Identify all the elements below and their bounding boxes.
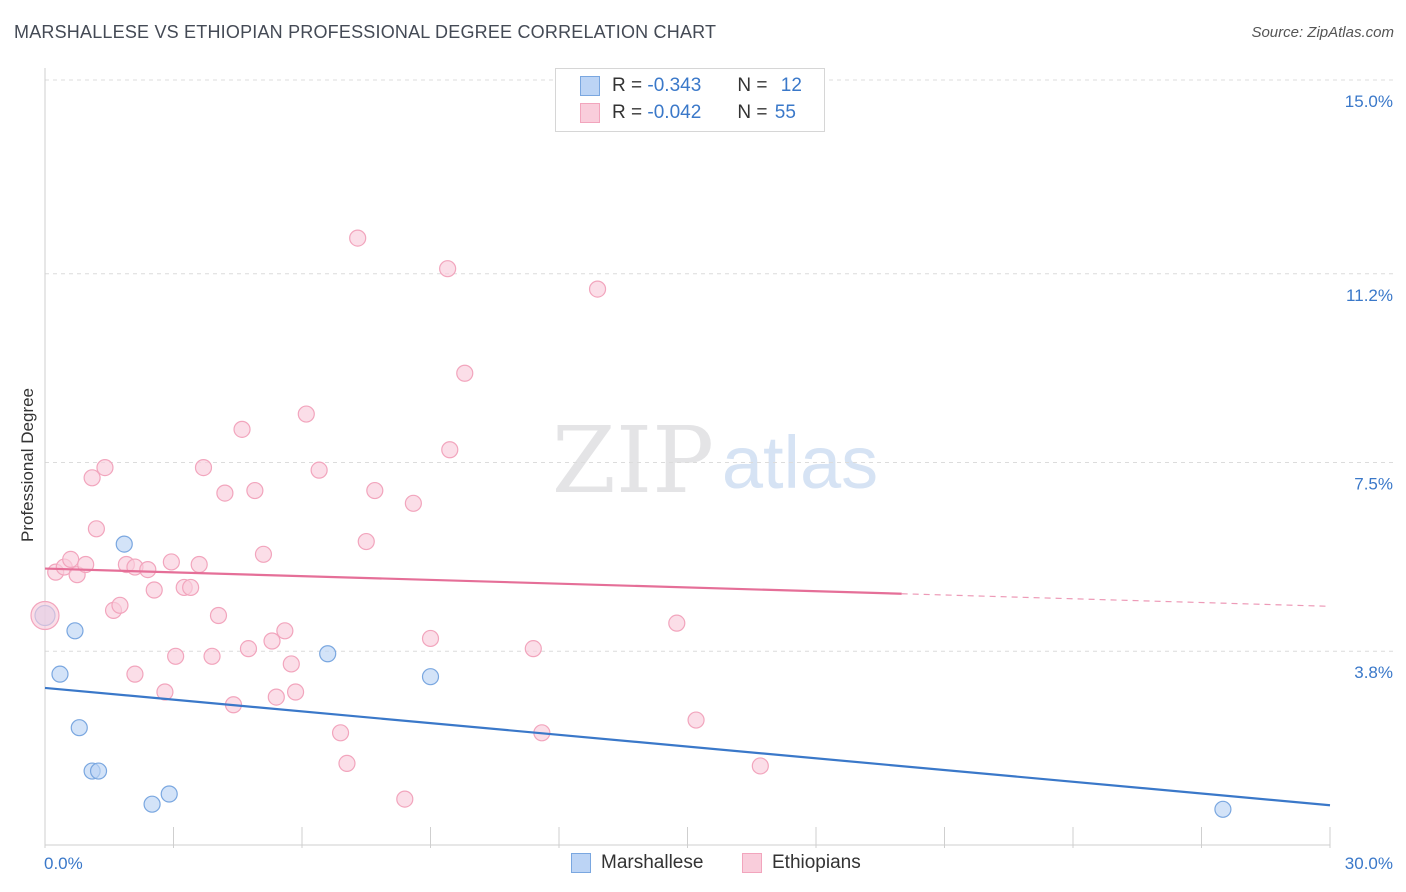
ethiopians-point <box>216 484 234 502</box>
marshallese-point <box>143 795 161 813</box>
ethiopians-point <box>456 364 474 382</box>
marshallese-swatch <box>580 76 600 96</box>
ethiopians-legend-label: Ethiopians <box>772 852 861 873</box>
marshallese-point <box>160 785 178 803</box>
marshallese-r-value: -0.343 <box>647 75 702 96</box>
y-tick-label: 3.8% <box>1354 663 1393 682</box>
bottom-legend-ethiopians: Ethiopians <box>742 852 861 874</box>
marshallese-point <box>115 535 133 553</box>
marshallese-point <box>66 622 84 640</box>
marshallese-legend-label: Marshallese <box>601 852 704 873</box>
legend-row-ethiopians: R = -0.042 N = 55 <box>580 101 796 125</box>
ethiopians-point <box>524 640 542 658</box>
y-tick-label: 11.2% <box>1346 286 1393 305</box>
marshallese-n-value: 12 <box>780 75 802 96</box>
ethiopians-point <box>182 578 200 597</box>
ethiopians-point <box>167 647 185 665</box>
ethiopians-point <box>87 520 106 538</box>
r-label: R = <box>612 102 643 123</box>
ethiopians-point <box>396 790 414 808</box>
ethiopians-point <box>282 655 300 673</box>
x-tick-label-max: 30.0% <box>1345 854 1393 873</box>
marshallese-legend-swatch <box>571 853 591 873</box>
ethiopians-point <box>62 550 80 569</box>
marshallese-point <box>51 665 69 683</box>
marshallese-point <box>1214 800 1232 818</box>
ethiopians-point <box>668 614 686 632</box>
ethiopians-point <box>194 459 213 477</box>
ethiopians-point <box>276 622 294 640</box>
ethiopians-point <box>338 754 356 773</box>
ethiopians-point <box>156 683 174 701</box>
marshallese-point <box>70 719 88 737</box>
ethiopians-legend-swatch <box>742 853 762 873</box>
ethiopians-point <box>366 481 384 500</box>
marshallese-point <box>89 762 108 780</box>
ethiopians-point <box>357 532 375 551</box>
source-label: Source: ZipAtlas.com <box>1251 24 1394 41</box>
ethiopians-n-value: 55 <box>774 102 796 123</box>
ethiopians-point <box>239 640 258 658</box>
ethiopians-point <box>286 683 305 701</box>
y-tick-label: 15.0% <box>1345 92 1393 111</box>
ethiopians-point <box>331 724 350 742</box>
ethiopians-point <box>297 405 315 423</box>
ethiopians-point <box>441 441 459 459</box>
ethiopians-point <box>349 229 367 247</box>
r-label: R = <box>612 75 643 96</box>
bottom-legend-marshallese: Marshallese <box>571 852 703 874</box>
ethiopians-point <box>687 711 705 729</box>
ethiopians-point <box>246 481 264 500</box>
ethiopians-point <box>588 280 607 298</box>
legend-row-marshallese: R = -0.343 N = 12 <box>580 74 802 98</box>
ethiopians-point <box>751 757 769 775</box>
ethiopians-point <box>83 469 101 487</box>
n-label: N = <box>737 102 768 123</box>
ethiopians-point <box>233 420 251 438</box>
ethiopians-point <box>145 581 163 599</box>
marshallese-trend-line <box>44 686 1331 807</box>
ethiopians-point <box>421 629 440 648</box>
ethiopians-point <box>190 555 208 574</box>
stats-legend: R = -0.343 N = 12 R = -0.042 N = 55 <box>555 68 825 132</box>
ethiopians-point <box>439 260 457 278</box>
watermark-zip: ZIP <box>552 407 714 514</box>
ethiopians-point <box>96 459 114 477</box>
ethiopians-point <box>254 545 273 563</box>
ethiopians-point <box>126 665 144 683</box>
ethiopians-trend-line <box>44 567 902 595</box>
ethiopians-point <box>404 494 422 512</box>
ethiopians-point <box>310 461 328 479</box>
marshallese-point <box>421 668 440 686</box>
ethiopians-point <box>77 555 95 574</box>
n-label: N = <box>737 75 768 96</box>
ethiopians-point <box>203 647 221 665</box>
ethiopians-trend-extension <box>901 593 1331 607</box>
ethiopians-point <box>162 553 180 571</box>
ethiopians-point <box>209 606 228 625</box>
ethiopians-point <box>263 632 281 650</box>
ethiopians-point <box>30 600 60 631</box>
x-tick-label-min: 0.0% <box>44 854 83 873</box>
chart-title: MARSHALLESE VS ETHIOPIAN PROFESSIONAL DE… <box>14 22 717 42</box>
ethiopians-point <box>111 596 129 614</box>
ethiopians-r-value: -0.042 <box>647 102 702 123</box>
marshallese-point <box>319 645 337 663</box>
y-tick-label: 7.5% <box>1354 475 1393 494</box>
ethiopians-point <box>267 688 285 706</box>
ethiopians-point <box>139 560 157 579</box>
ethiopians-swatch <box>580 103 600 123</box>
